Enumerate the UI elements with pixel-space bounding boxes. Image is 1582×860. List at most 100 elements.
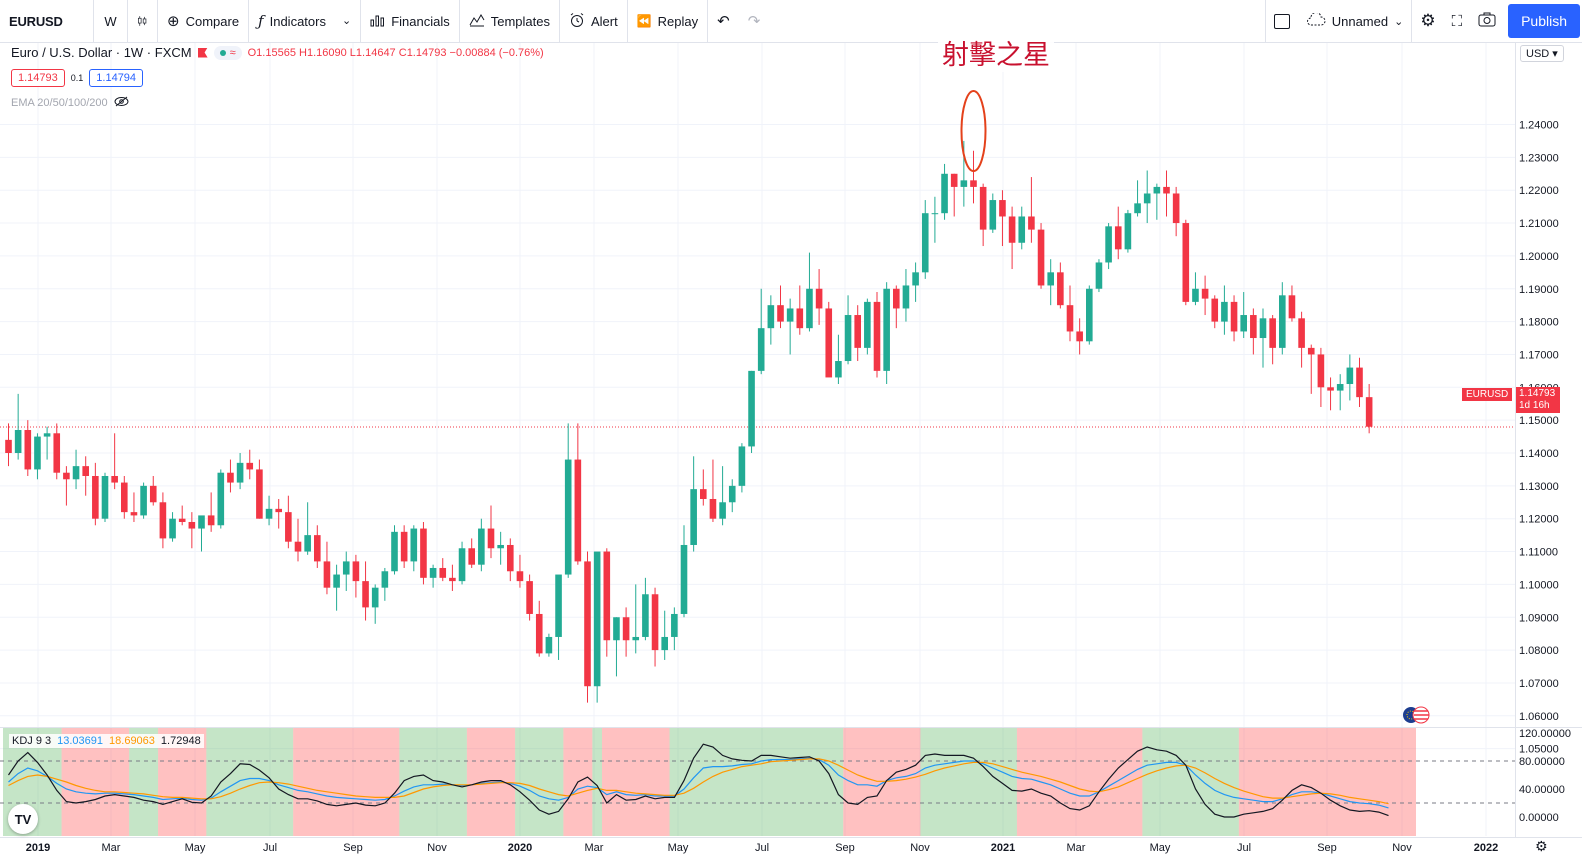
toolbar-right-group: Unnamed ⌄ ⚙ ⛶ Publish — [1264, 0, 1582, 43]
candle-down — [700, 489, 707, 499]
series-legend: Euro / U.S. Dollar · 1W · FXCM ≈ O1.1556… — [11, 45, 544, 60]
kdj-label: KDJ 9 3 — [12, 735, 52, 747]
candle-down — [1163, 186, 1170, 194]
currency-label: USD — [1526, 48, 1550, 60]
candle-down — [149, 485, 157, 503]
settings-button[interactable]: ⚙ — [1411, 0, 1443, 43]
bar-chart-icon — [370, 13, 385, 30]
current-price-value: 1.14793 — [1519, 388, 1556, 399]
layout-name-button[interactable]: Unnamed ⌄ — [1298, 0, 1412, 43]
templates-button[interactable]: Templates — [460, 0, 560, 43]
candle-up — [632, 636, 640, 641]
templates-icon — [469, 13, 485, 30]
interval-button[interactable]: W — [94, 0, 128, 43]
chart-type-button[interactable] — [128, 0, 158, 43]
ema-indicator-legend[interactable]: EMA 20/50/100/200 — [11, 96, 129, 110]
alarm-clock-icon — [569, 12, 585, 31]
ohlc-values: O1.15565 H1.16090 L1.14647 C1.14793 −0.0… — [248, 47, 544, 59]
kdj-legend[interactable]: KDJ 9 3 13.03691 18.69063 1.72948 — [9, 734, 204, 748]
compare-button[interactable]: ⊕ Compare — [158, 0, 250, 43]
candle-down — [275, 508, 282, 513]
candle-up — [767, 305, 775, 329]
gear-icon: ⚙ — [1420, 11, 1436, 30]
candle-up — [593, 551, 601, 687]
market-status-badge[interactable]: ≈ — [213, 45, 242, 60]
us-eu-flag-icon[interactable] — [1402, 706, 1430, 724]
candle-up — [410, 528, 418, 562]
undo-button[interactable]: ↶ — [708, 0, 739, 43]
candle-down — [1317, 354, 1325, 388]
candles-icon — [138, 16, 147, 26]
templates-label: Templates — [490, 13, 550, 29]
time-tick-label: Mar — [102, 842, 121, 854]
gear-icon[interactable]: ⚙ — [1535, 838, 1548, 854]
candle-down — [873, 301, 881, 371]
candle-down — [63, 472, 70, 480]
financials-label: Financials — [391, 13, 450, 29]
chevron-down-icon: ⌄ — [1394, 15, 1404, 28]
replay-button[interactable]: ⏪ Replay — [628, 0, 709, 43]
candle-down — [294, 541, 302, 552]
candle-up — [835, 361, 842, 378]
redo-button[interactable]: ↷ — [739, 0, 770, 43]
time-tick-label: Sep — [835, 842, 855, 854]
candle-up — [738, 446, 746, 486]
alert-button[interactable]: Alert — [560, 0, 628, 43]
time-tick-label: May — [1150, 842, 1171, 854]
candle-up — [497, 544, 504, 549]
publish-button[interactable]: Publish — [1508, 4, 1580, 38]
price-tick-label: 1.24000 — [1519, 120, 1559, 132]
candle-down — [188, 521, 196, 529]
kdj-region-red — [466, 728, 516, 836]
indicators-label: Indicators — [269, 13, 326, 29]
fullscreen-button[interactable]: ⛶ — [1444, 0, 1471, 43]
price-tick-label: 1.18000 — [1519, 317, 1559, 329]
candle-down — [815, 288, 823, 309]
time-tick-label: Nov — [1392, 842, 1412, 854]
candle-up — [101, 475, 109, 519]
shooting-star-circle — [960, 90, 987, 172]
candle-down — [1182, 223, 1190, 302]
candle-down — [1298, 318, 1305, 348]
candle-down — [159, 502, 167, 539]
candle-down — [1230, 301, 1238, 332]
snapshot-button[interactable] — [1470, 0, 1504, 43]
open-value: O1.15565 — [247, 46, 296, 59]
chart-canvas[interactable]: 1.24000 1.23000 1.22000 1.21000 1.20000 1.190… — [0, 43, 1582, 860]
shooting-star-annotation[interactable]: 射擊之星 — [938, 33, 1054, 72]
candle-up — [941, 173, 948, 214]
price-tick-label: 1.19000 — [1519, 284, 1559, 296]
kdj-tick-label: 80.00000 — [1519, 756, 1565, 768]
indicators-button[interactable]: ƒ Indicators ⌄ — [249, 0, 362, 43]
fullscreen-layout-button[interactable] — [1264, 0, 1298, 43]
tradingview-logo[interactable]: TV — [8, 804, 38, 834]
candle-down — [352, 561, 360, 582]
plus-circle-icon: ⊕ — [167, 12, 180, 30]
ema-label: EMA 20/50/100/200 — [11, 97, 108, 109]
candle-up — [458, 548, 466, 582]
candle-up — [198, 515, 205, 529]
time-tick-label: Jul — [263, 842, 277, 854]
eye-off-icon[interactable] — [114, 96, 129, 110]
interval-label: W — [104, 13, 117, 29]
candle-down — [1365, 397, 1373, 427]
candle-down — [796, 308, 804, 329]
price-tick-label: 1.20000 — [1519, 251, 1559, 263]
candle-up — [381, 571, 389, 588]
chart-area[interactable]: 1.24000 1.23000 1.22000 1.21000 1.20000 1.190… — [0, 43, 1582, 860]
candle-up — [1086, 288, 1093, 342]
currency-button[interactable]: USD ▾ — [1520, 45, 1564, 62]
financials-button[interactable]: Financials — [361, 0, 460, 43]
candle-down — [5, 439, 12, 453]
candle-up — [748, 370, 755, 447]
kdj-tick-label: 40.00000 — [1519, 784, 1565, 796]
candle-down — [1037, 229, 1045, 286]
candle-down — [999, 200, 1006, 217]
buy-price-button[interactable]: 1.14794 — [89, 69, 144, 87]
candle-up — [844, 315, 852, 362]
symbol-search-button[interactable]: EURUSD — [0, 0, 94, 43]
symbol-title[interactable]: Euro / U.S. Dollar · 1W · FXCM — [11, 45, 192, 60]
expand-icon: ⛶ — [1451, 12, 1463, 30]
chevron-down-icon[interactable]: ⌄ — [341, 14, 352, 27]
sell-price-button[interactable]: 1.14793 — [11, 69, 65, 87]
